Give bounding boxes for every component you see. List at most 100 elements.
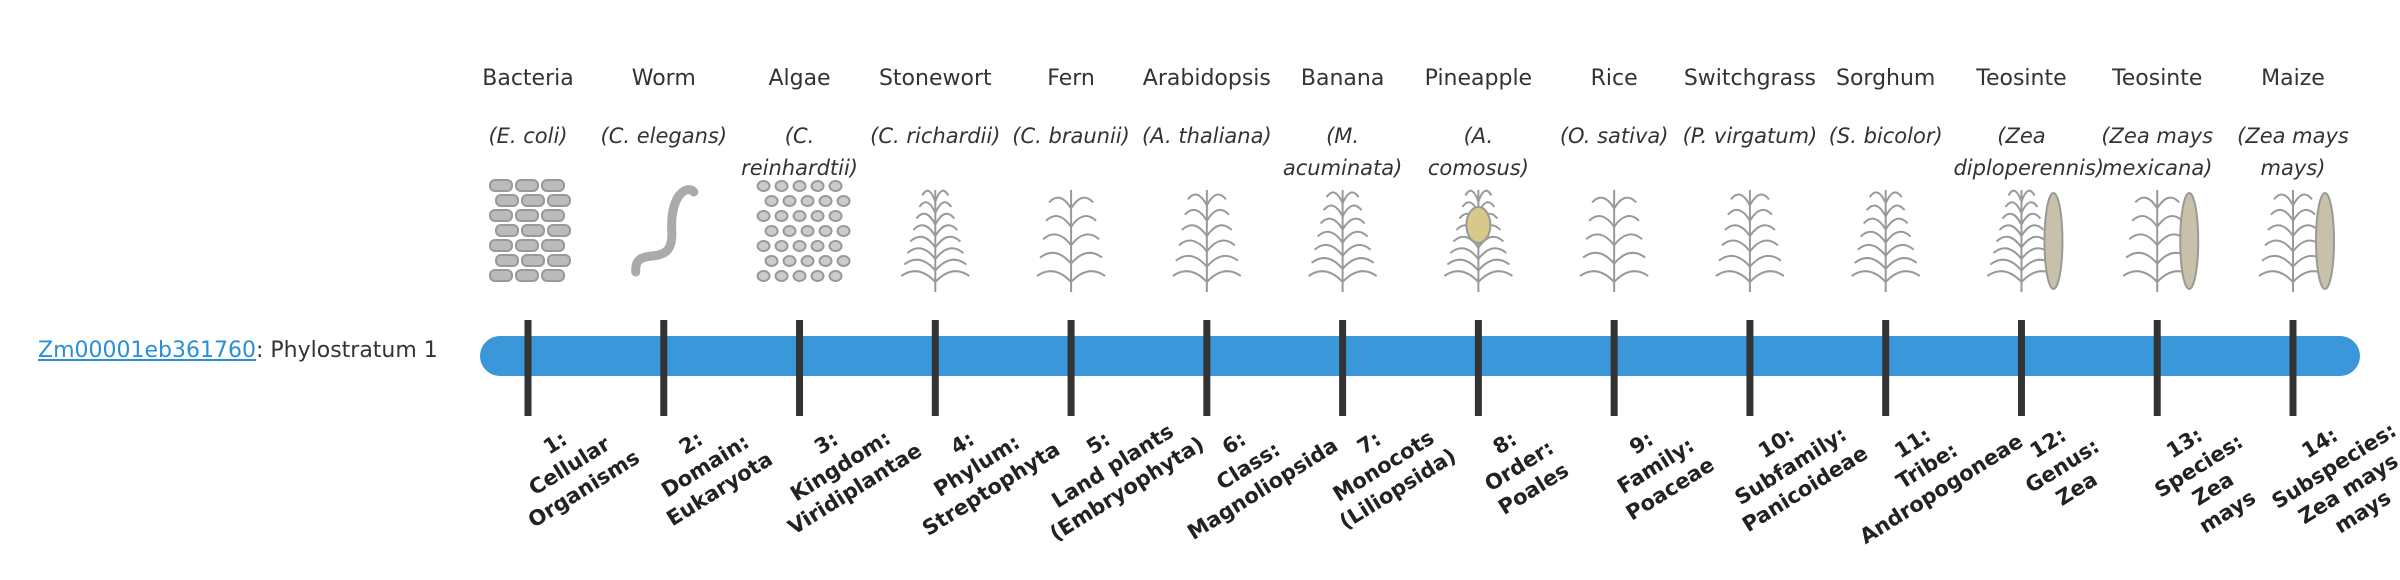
leaf — [1184, 208, 1208, 222]
alga — [836, 225, 851, 237]
species-common-name: Maize — [2261, 66, 2325, 91]
cell — [515, 239, 539, 252]
leaf — [1205, 193, 1227, 206]
leaf — [900, 270, 937, 283]
leaf — [1613, 233, 1643, 246]
leaf — [1749, 239, 1779, 252]
leaf — [1749, 224, 1776, 237]
cell — [495, 224, 519, 237]
leaf — [915, 212, 937, 225]
species-common-name: Bacteria — [482, 66, 574, 91]
alga — [810, 180, 825, 192]
leaf — [1048, 196, 1072, 209]
leaf — [1039, 251, 1072, 265]
leaf — [2020, 201, 2039, 214]
leaf — [934, 235, 962, 249]
leaf — [921, 189, 937, 202]
stratum-tick — [1474, 320, 1482, 416]
timeline-bar — [480, 336, 2360, 376]
leaf — [1181, 224, 1208, 237]
leaf — [1715, 270, 1751, 283]
leaf — [1341, 217, 1366, 230]
leaf — [1070, 270, 1106, 283]
leaf — [903, 258, 937, 272]
species-icon — [1579, 190, 1649, 292]
leaf — [2131, 215, 2159, 228]
alga — [818, 255, 833, 267]
leaf — [909, 235, 937, 249]
species-common-name: Pineapple — [1424, 66, 1533, 91]
leaf — [1341, 270, 1378, 283]
leaf — [1884, 217, 1909, 230]
leaf — [1070, 251, 1103, 265]
leaf — [1859, 230, 1887, 244]
alga — [764, 255, 779, 267]
leaf — [2273, 193, 2294, 206]
alga — [828, 270, 843, 282]
alga — [828, 240, 843, 252]
leaf — [1175, 254, 1208, 268]
leaf — [1721, 239, 1751, 252]
cell — [521, 254, 545, 267]
leaf — [1341, 230, 1369, 244]
leaf — [1477, 189, 1493, 202]
species-icon — [1172, 190, 1242, 292]
alga — [774, 240, 789, 252]
leaf — [1325, 191, 1344, 204]
leaf — [1206, 254, 1239, 268]
species-icon — [1715, 190, 1785, 292]
leaf — [1613, 270, 1649, 283]
ear — [2043, 192, 2064, 290]
leaf — [1992, 247, 2023, 260]
species-scientific-name: (A. thaliana) — [1142, 124, 1272, 148]
alga — [800, 225, 815, 237]
species-common-name: Worm — [631, 66, 696, 91]
leaf — [1341, 204, 1363, 217]
alga — [792, 210, 807, 222]
leaf — [1884, 204, 1906, 217]
species-common-name: Arabidopsis — [1142, 66, 1271, 91]
species-scientific-name: (Zea diploperennis) — [1953, 124, 2105, 180]
alga — [756, 180, 771, 192]
species-scientific-name: (S. bicolor) — [1828, 124, 1943, 148]
species-scientific-name: (C. braunii) — [1012, 124, 1130, 148]
cell — [495, 194, 519, 207]
leaf — [2270, 208, 2294, 222]
alga — [782, 225, 797, 237]
leaf — [1613, 196, 1637, 209]
leaf — [1865, 204, 1887, 217]
species-common-name: Rice — [1590, 66, 1638, 91]
worm — [631, 185, 699, 277]
species-icon — [1443, 189, 1513, 292]
leaf — [2122, 270, 2158, 283]
leaf — [934, 201, 953, 214]
leaf — [1464, 189, 1480, 202]
alga — [764, 225, 779, 237]
leaf — [1316, 230, 1344, 244]
leaf — [1998, 224, 2023, 237]
species-common-name: Teosinte — [2112, 66, 2203, 91]
leaf — [1070, 215, 1097, 228]
gene-link[interactable]: Zm00001eb361760 — [38, 338, 256, 363]
leaf — [1172, 270, 1208, 283]
alga — [774, 270, 789, 282]
leaf — [1036, 270, 1072, 283]
cell — [547, 224, 571, 237]
leaf — [1749, 254, 1782, 268]
stratum-tick — [1339, 320, 1347, 416]
species-icon — [2258, 190, 2335, 292]
leaf — [1884, 270, 1921, 283]
cell — [515, 209, 539, 222]
leaf — [1613, 215, 1640, 228]
cell — [489, 239, 513, 252]
alga — [818, 195, 833, 207]
species-scientific-name: (O. sativa) — [1559, 124, 1669, 148]
species-common-name: Stonewort — [878, 66, 992, 91]
leaf — [1443, 270, 1480, 283]
alga — [792, 240, 807, 252]
leaf — [1070, 196, 1094, 209]
leaf — [2258, 270, 2294, 283]
stratum-tick — [2153, 320, 2161, 416]
alga — [828, 180, 843, 192]
